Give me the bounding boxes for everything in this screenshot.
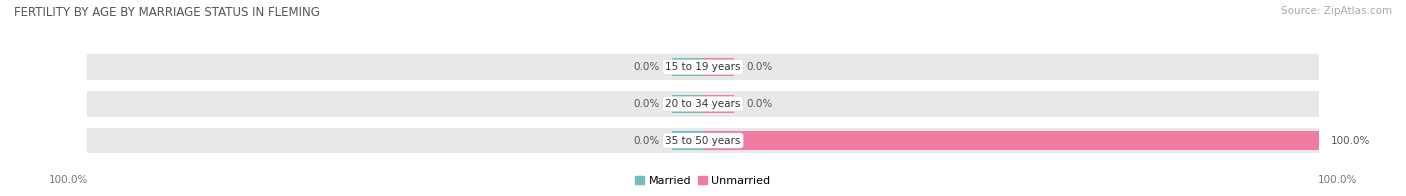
Text: Source: ZipAtlas.com: Source: ZipAtlas.com	[1281, 6, 1392, 16]
Bar	[703, 95, 734, 113]
Bar	[703, 91, 1319, 117]
Bar	[703, 131, 734, 150]
Text: 100.0%: 100.0%	[1331, 136, 1371, 146]
Text: 100.0%: 100.0%	[1317, 175, 1357, 185]
Text: 100.0%: 100.0%	[49, 175, 89, 185]
Bar	[703, 58, 734, 76]
Text: FERTILITY BY AGE BY MARRIAGE STATUS IN FLEMING: FERTILITY BY AGE BY MARRIAGE STATUS IN F…	[14, 6, 321, 19]
Text: 20 to 34 years: 20 to 34 years	[665, 99, 741, 109]
Bar	[672, 58, 703, 76]
Text: 0.0%: 0.0%	[747, 62, 772, 72]
Bar	[703, 54, 1319, 80]
Bar	[87, 54, 703, 80]
Bar	[672, 131, 703, 150]
Bar	[672, 95, 703, 113]
Text: 0.0%: 0.0%	[634, 99, 659, 109]
Bar	[87, 128, 703, 153]
Text: 15 to 19 years: 15 to 19 years	[665, 62, 741, 72]
Text: 35 to 50 years: 35 to 50 years	[665, 136, 741, 146]
Text: 0.0%: 0.0%	[747, 99, 772, 109]
Text: 0.0%: 0.0%	[634, 136, 659, 146]
Legend: Married, Unmarried: Married, Unmarried	[631, 172, 775, 191]
Text: 0.0%: 0.0%	[634, 62, 659, 72]
Bar	[703, 131, 1319, 150]
Bar	[703, 128, 1319, 153]
Bar	[87, 91, 703, 117]
